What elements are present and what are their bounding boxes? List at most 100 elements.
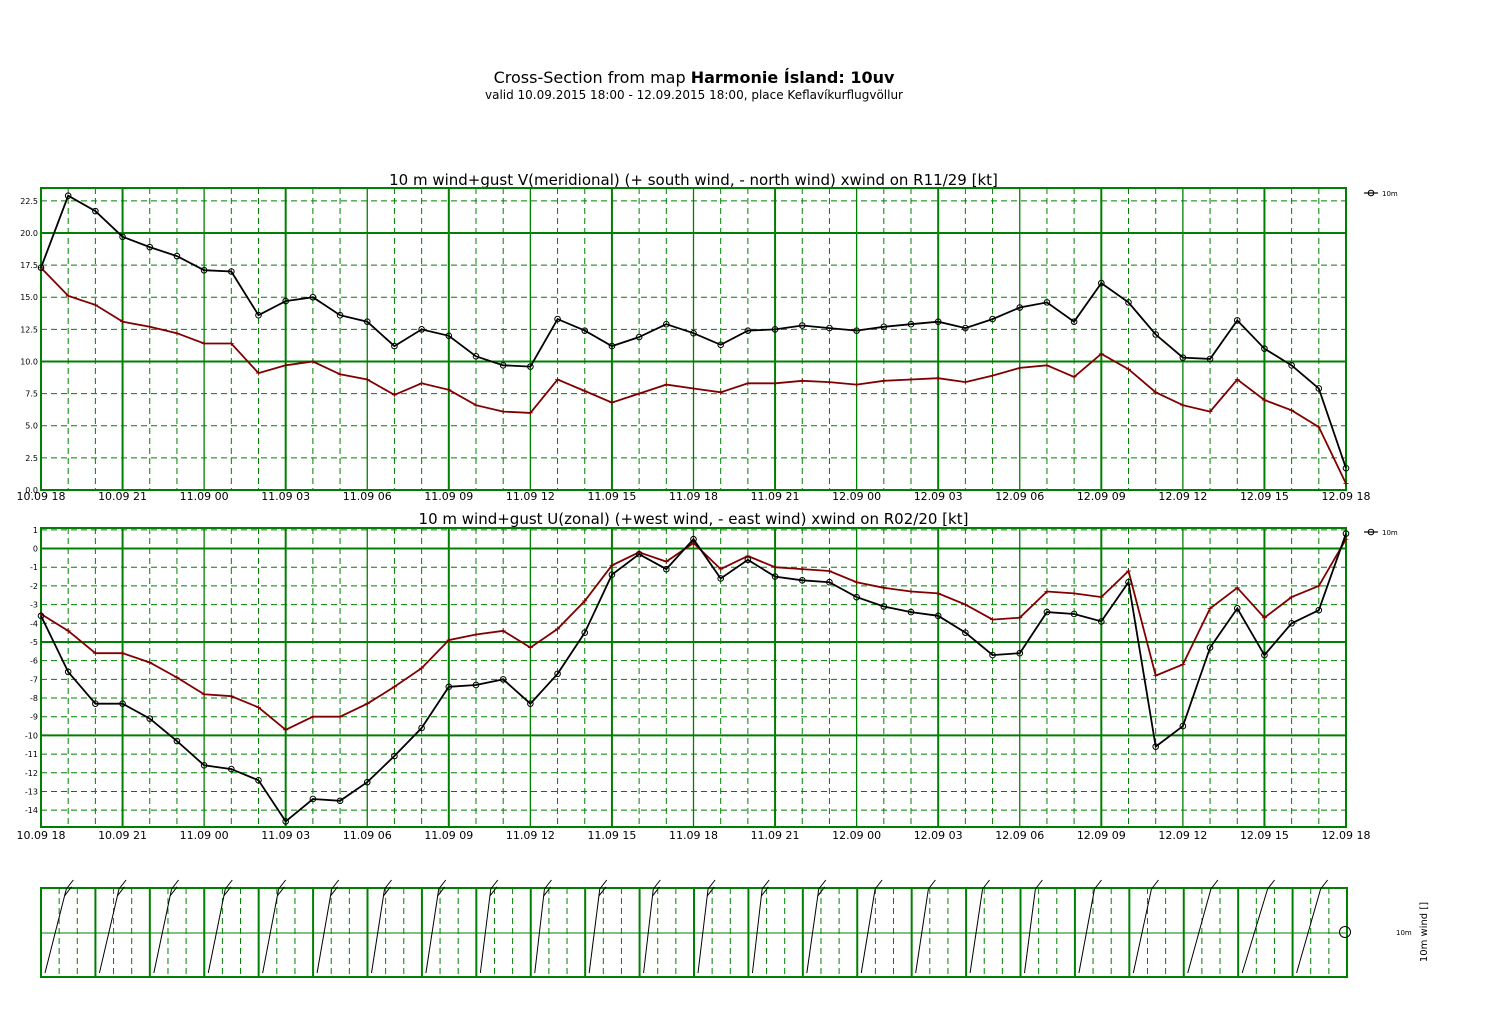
data-point xyxy=(65,293,71,299)
data-point xyxy=(663,559,669,565)
y-tick-label: -11 xyxy=(25,750,38,759)
data-point xyxy=(201,340,207,346)
data-point xyxy=(1016,304,1024,311)
data-point xyxy=(255,311,262,319)
x-tick-label: 11.09 18 xyxy=(669,829,718,842)
x-tick-label: 11.09 15 xyxy=(587,829,636,842)
barb-feather xyxy=(761,879,770,890)
data-point xyxy=(174,675,180,680)
data-point xyxy=(173,737,181,745)
data-point xyxy=(907,608,915,616)
barb-feather xyxy=(223,886,232,897)
barb-staff xyxy=(1132,888,1152,974)
barb-feather xyxy=(982,879,990,890)
data-point xyxy=(772,564,778,570)
data-point xyxy=(934,612,942,620)
data-point xyxy=(663,382,669,388)
y-tick-label: -5 xyxy=(30,638,38,647)
barb-staff xyxy=(316,888,333,974)
data-point xyxy=(1098,618,1105,625)
barb-staff xyxy=(1078,888,1096,974)
barb-feather xyxy=(1094,879,1102,890)
barb-staff xyxy=(98,888,120,974)
barb-staff xyxy=(44,888,67,974)
data-point xyxy=(717,575,724,582)
data-point xyxy=(554,670,561,678)
barb-staff xyxy=(806,888,820,974)
data-point xyxy=(336,311,344,319)
barb-feather xyxy=(171,879,179,890)
data-point xyxy=(310,358,316,364)
wind-series-line xyxy=(40,194,1347,469)
data-point xyxy=(934,318,942,325)
data-point xyxy=(391,684,397,690)
data-point xyxy=(1234,376,1240,382)
data-point xyxy=(527,645,533,651)
barb-feather xyxy=(1267,879,1275,890)
data-point xyxy=(500,409,506,415)
barb-feather xyxy=(598,886,607,897)
y-tick-label: -8 xyxy=(30,694,38,703)
data-point xyxy=(1206,355,1214,363)
y-tick-label: -7 xyxy=(30,675,38,684)
data-point xyxy=(717,341,724,349)
data-point xyxy=(608,571,616,579)
data-point xyxy=(119,233,126,241)
data-point xyxy=(908,376,914,382)
data-point xyxy=(744,556,752,564)
barb-feather xyxy=(224,879,233,890)
barb-feather xyxy=(65,879,74,890)
data-point xyxy=(446,387,452,393)
data-point xyxy=(1071,590,1077,596)
data-point xyxy=(1234,585,1240,591)
data-point xyxy=(363,318,371,325)
data-point xyxy=(1153,389,1159,395)
data-point xyxy=(907,320,915,328)
barb-staff xyxy=(751,888,763,974)
data-point xyxy=(500,628,506,634)
legend-label: 10m xyxy=(1382,190,1398,198)
barb-staff xyxy=(207,888,226,974)
barb-staff xyxy=(1296,888,1322,974)
data-point xyxy=(1017,615,1023,621)
plot-frame xyxy=(40,187,1347,491)
x-tick-label: 12.09 15 xyxy=(1240,829,1289,842)
data-point xyxy=(337,371,343,377)
barb-feather xyxy=(1151,879,1159,890)
y-tick-label: 1 xyxy=(33,526,38,535)
data-point xyxy=(609,562,615,568)
data-point xyxy=(935,590,941,596)
data-point xyxy=(1153,673,1159,679)
data-point xyxy=(826,568,832,574)
data-point xyxy=(799,378,805,384)
data-point xyxy=(1233,317,1241,324)
chart-title: 10 m wind+gust U(zonal) (+west wind, - e… xyxy=(419,510,969,528)
x-tick-label: 12.09 15 xyxy=(1240,490,1289,503)
barb-panel: 10m 10m wind [] xyxy=(40,879,1430,978)
data-point xyxy=(337,714,343,720)
data-point xyxy=(363,778,371,786)
data-point xyxy=(1315,606,1323,614)
data-point xyxy=(1316,424,1322,430)
x-tick-label: 12.09 18 xyxy=(1322,490,1371,503)
data-point xyxy=(1261,651,1268,659)
x-tick-label: 12.09 03 xyxy=(914,490,963,503)
data-point xyxy=(1126,366,1131,372)
wind-barb xyxy=(697,879,716,974)
data-point xyxy=(1315,385,1323,392)
x-tick-label: 10.09 21 xyxy=(98,490,147,503)
data-point xyxy=(663,320,670,328)
data-point xyxy=(1206,644,1214,651)
data-point xyxy=(854,579,860,585)
data-point xyxy=(1044,362,1050,368)
wind-barb xyxy=(1078,879,1102,974)
y-tick-label: -6 xyxy=(30,657,38,666)
data-point xyxy=(1152,743,1159,750)
data-point xyxy=(120,319,126,325)
data-point xyxy=(65,628,71,634)
data-point xyxy=(418,724,425,732)
data-point xyxy=(418,326,425,333)
data-point xyxy=(1125,578,1132,586)
wind-barb xyxy=(860,879,883,974)
